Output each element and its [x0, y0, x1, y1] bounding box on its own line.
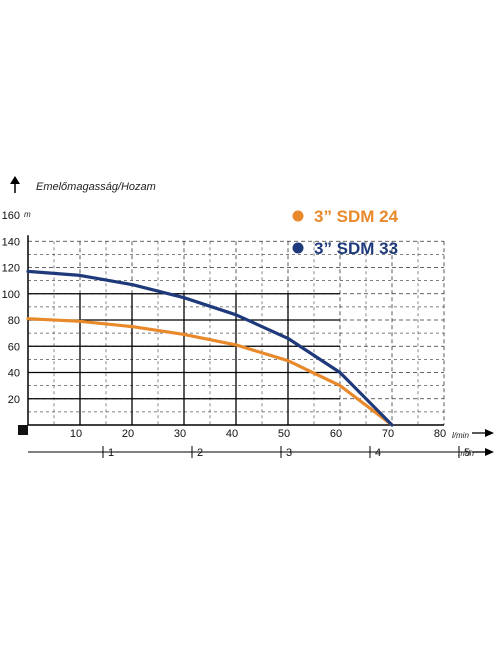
secondary-x-tick-label: 3 — [286, 447, 292, 459]
x2-arrow-head — [485, 448, 494, 456]
y-tick-label: 140 — [2, 236, 20, 248]
axes: 20 40 60 80 100 120 140 160 10 20 30 40 50 60 70 80 1 2 3 4… — [2, 176, 494, 459]
secondary-x-tick-label: 5 — [464, 447, 470, 459]
secondary-x-tick-label: 1 — [108, 447, 114, 459]
x-tick-label: 20 — [122, 428, 134, 440]
x-tick-label: 70 — [382, 428, 394, 440]
secondary-x-axis-unit: m³/h — [458, 449, 475, 458]
y-tick-label: 20 — [8, 394, 20, 406]
legend-marker-2 — [292, 242, 304, 254]
x-tick-label: 50 — [278, 428, 290, 440]
legend-label-2: 3” SDM 33 — [314, 239, 398, 258]
y-arrow-head — [10, 176, 20, 184]
legend: 3” SDM 24 3” SDM 33 — [292, 207, 399, 258]
legend-label-1: 3” SDM 24 — [314, 207, 399, 226]
origin-marker — [18, 425, 28, 435]
secondary-x-tick-label: 4 — [375, 447, 381, 459]
series-line-1 — [26, 317, 394, 427]
legend-marker-1 — [292, 210, 304, 222]
y-tick-label: 60 — [8, 341, 20, 353]
y-tick-label: 120 — [2, 263, 20, 275]
x-arrow-head — [485, 429, 494, 437]
series-line-2 — [26, 269, 394, 427]
x-tick-label: 80 — [434, 428, 446, 440]
series-lines — [26, 269, 394, 427]
x-axis-unit: l/min — [452, 431, 469, 440]
x-tick-label: 30 — [174, 428, 186, 440]
y-tick-label: 100 — [2, 289, 20, 301]
y-axis-unit: m — [24, 210, 31, 219]
y-tick-label: 80 — [8, 315, 20, 327]
y-axis-title: Emelőmagasság/Hozam — [36, 181, 156, 193]
secondary-x-tick-label: 2 — [197, 447, 203, 459]
y-tick-label: 160 — [2, 210, 20, 222]
grid — [28, 240, 445, 425]
y-tick-label: 40 — [8, 368, 20, 380]
x-tick-label: 40 — [226, 428, 238, 440]
x-tick-label: 60 — [330, 428, 342, 440]
x-tick-label: 10 — [70, 428, 82, 440]
